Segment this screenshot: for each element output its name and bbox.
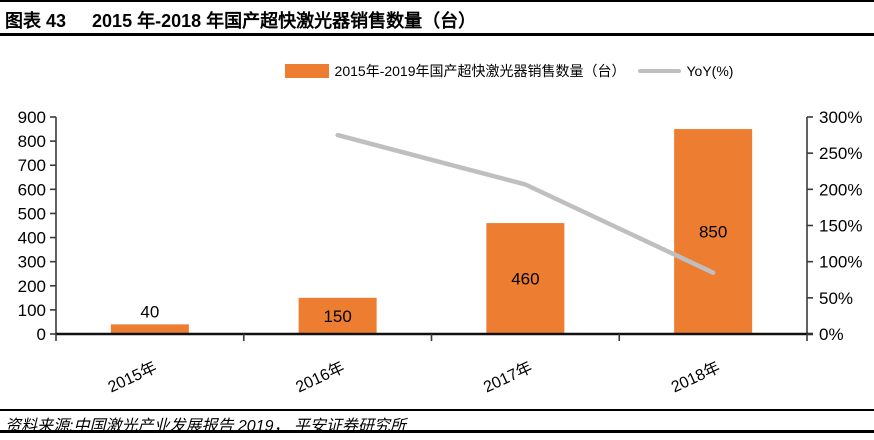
top-rule <box>0 0 874 2</box>
left-axis-tick-label: 100 <box>18 301 46 320</box>
bar-value-label: 40 <box>140 302 159 321</box>
title-underline-rule <box>0 33 874 36</box>
legend-line-swatch <box>637 69 681 73</box>
bar-2017年 <box>486 223 565 334</box>
left-axis-tick-label: 400 <box>18 229 46 248</box>
left-axis-tick-label: 200 <box>18 277 46 296</box>
plot-svg: 0 100 200 300 400 500 600 700 800 900 0% 50% 100% 150… <box>18 108 863 396</box>
right-axis-tick-label: 250% <box>819 144 862 163</box>
yoy-line <box>335 132 716 275</box>
bar-value-label: 460 <box>511 270 539 289</box>
figure-number: 图表 43 <box>5 11 67 31</box>
right-axis-tick-label: 200% <box>819 180 862 199</box>
legend-line-label: YoY(%) <box>686 63 734 79</box>
x-axis-category-label: 2015年 <box>105 358 159 396</box>
source-top-rule <box>0 409 874 411</box>
left-axis-tick-label: 0 <box>37 325 46 344</box>
bar-2018年 <box>674 129 753 334</box>
right-axis-tick-label: 150% <box>819 217 862 236</box>
figure-title: 2015 年-2018 年国产超快激光器销售数量（台） <box>92 11 477 31</box>
figure-title-row: 图表 43 2015 年-2018 年国产超快激光器销售数量（台） <box>5 7 476 33</box>
legend-bar-swatch <box>284 64 329 78</box>
left-axis-tick-label: 600 <box>18 180 46 199</box>
left-axis-tick-label: 900 <box>18 108 46 127</box>
x-axis-category-label: 2017年 <box>481 358 535 396</box>
bottom-rule <box>0 430 874 433</box>
x-axis-category-label: 2018年 <box>668 358 722 396</box>
bar-value-label: 850 <box>699 223 727 242</box>
x-axis-category-label: 2016年 <box>293 358 347 396</box>
left-axis-tick-label: 500 <box>18 204 46 223</box>
chart-legend: 2015年-2019年国产超快激光器销售数量（台） YoY(%) <box>72 61 874 81</box>
right-axis-tick-label: 0% <box>819 325 844 344</box>
right-axis-tick-label: 100% <box>819 253 862 272</box>
left-axis-tick-label: 300 <box>18 253 46 272</box>
left-axis-tick-label: 700 <box>18 156 46 175</box>
legend-bar-label: 2015年-2019年国产超快激光器销售数量（台） <box>334 63 626 79</box>
bar-2015年 <box>110 324 189 334</box>
bar-value-label: 150 <box>323 307 351 326</box>
right-axis-tick-label: 300% <box>819 108 862 127</box>
right-axis-tick-label: 50% <box>819 289 853 308</box>
bar-2016年 <box>298 297 377 334</box>
left-axis-tick-label: 800 <box>18 132 46 151</box>
